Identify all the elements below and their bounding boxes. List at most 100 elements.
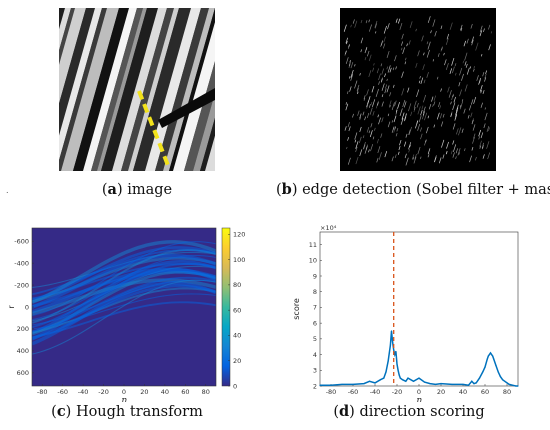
score-line xyxy=(320,330,518,387)
edge-mark xyxy=(465,63,468,68)
edge-mark xyxy=(391,126,395,133)
edge-mark xyxy=(472,137,475,144)
edge-mark xyxy=(470,23,473,29)
edge-mark xyxy=(354,20,358,28)
edge-mark xyxy=(441,139,445,148)
edge-mark xyxy=(389,92,392,97)
edge-mark xyxy=(346,91,349,95)
edge-mark xyxy=(349,60,351,63)
hough-chart: -80 -60 -40 -20 0 20 40 60 80-600-400-2000200400… xyxy=(7,227,245,406)
score-point xyxy=(393,349,395,351)
edge-mark xyxy=(409,21,413,29)
edge-mark xyxy=(381,77,383,81)
edge-mark xyxy=(469,155,472,163)
edge-mark xyxy=(473,65,475,69)
panel-a-image xyxy=(59,8,215,171)
x-tick-label: 60 xyxy=(181,388,189,396)
edge-mark xyxy=(478,136,481,140)
stripe xyxy=(128,8,179,171)
edge-mark xyxy=(345,103,349,111)
edge-mark xyxy=(391,102,395,111)
edge-mark xyxy=(368,24,372,32)
edge-mark xyxy=(402,99,406,108)
stripe xyxy=(205,135,215,171)
score-point xyxy=(434,383,437,386)
edge-mark xyxy=(417,123,421,131)
edge-mark xyxy=(367,50,370,57)
edge-mark xyxy=(420,77,424,84)
edge-mark xyxy=(406,43,408,47)
x-axis-label: η xyxy=(121,396,127,402)
y-tick-label: 10 xyxy=(309,257,317,265)
edge-mark xyxy=(452,152,455,158)
edge-mark xyxy=(446,141,449,149)
edge-mark xyxy=(478,129,482,137)
stripe xyxy=(112,8,167,171)
x-tick-label: 0 xyxy=(417,388,421,396)
edge-mark xyxy=(343,24,347,32)
edge-mark xyxy=(348,126,351,132)
colorbar-tick-label: 40 xyxy=(233,332,241,340)
edge-mark xyxy=(383,25,387,34)
edge-mark xyxy=(461,128,464,133)
score-point xyxy=(506,382,508,384)
edge-mark xyxy=(450,111,453,117)
score-point xyxy=(451,383,453,386)
edge-mark xyxy=(475,42,479,51)
stripe-pattern xyxy=(59,8,215,171)
edge-mark xyxy=(427,41,431,50)
edge-mark xyxy=(414,153,417,160)
score-point xyxy=(491,353,493,356)
caption-a: (a) image xyxy=(101,181,173,198)
edge-mark xyxy=(422,111,425,116)
edge-mark xyxy=(451,57,455,66)
stripe-image xyxy=(59,8,215,171)
edge-mark xyxy=(381,68,385,75)
edge-mark xyxy=(427,148,431,155)
stripe xyxy=(97,8,147,171)
edge-mark xyxy=(482,154,485,159)
edge-mark xyxy=(355,146,358,153)
stripe xyxy=(121,8,174,171)
edge-mark xyxy=(381,83,385,91)
score-point xyxy=(319,384,321,386)
y-tick-label: 0 xyxy=(25,303,29,311)
hough-curve xyxy=(32,281,216,346)
stray-mark: . xyxy=(6,186,9,195)
edge-mark xyxy=(408,126,412,135)
edge-mark xyxy=(444,59,447,66)
colorbar-tick-label: 20 xyxy=(233,357,241,365)
edge-mark xyxy=(441,47,443,51)
edge-mark xyxy=(468,105,472,111)
score-point xyxy=(399,377,401,379)
y-tick-label: 7 xyxy=(313,304,317,312)
edge-mark xyxy=(425,126,429,134)
edge-mark xyxy=(427,115,430,119)
edge-mark xyxy=(436,112,440,120)
score-point xyxy=(379,379,382,381)
edge-mark xyxy=(347,157,351,165)
edge-mark xyxy=(470,99,474,105)
edge-mark xyxy=(482,71,485,77)
edge-mark xyxy=(479,80,481,84)
x-tick-label: 0 xyxy=(122,388,126,396)
edge-mark xyxy=(483,123,486,129)
edge-mark xyxy=(399,139,402,146)
score-point xyxy=(499,375,501,378)
edge-mark xyxy=(362,135,365,139)
edge-mark xyxy=(433,101,436,106)
edge-mark xyxy=(471,147,474,151)
score-point xyxy=(387,360,389,362)
edge-mark xyxy=(355,141,359,149)
edge-mark xyxy=(458,82,461,87)
edge-mark xyxy=(447,86,450,93)
edge-mark xyxy=(423,52,425,56)
edge-mark xyxy=(484,77,487,82)
edge-mark xyxy=(400,47,403,51)
edge-mark xyxy=(464,148,466,152)
edge-mark xyxy=(487,152,491,160)
edge-mark xyxy=(452,102,456,111)
edge-mark xyxy=(479,145,482,149)
x-tick-label: -20 xyxy=(98,388,109,396)
edge-mark xyxy=(408,141,412,150)
